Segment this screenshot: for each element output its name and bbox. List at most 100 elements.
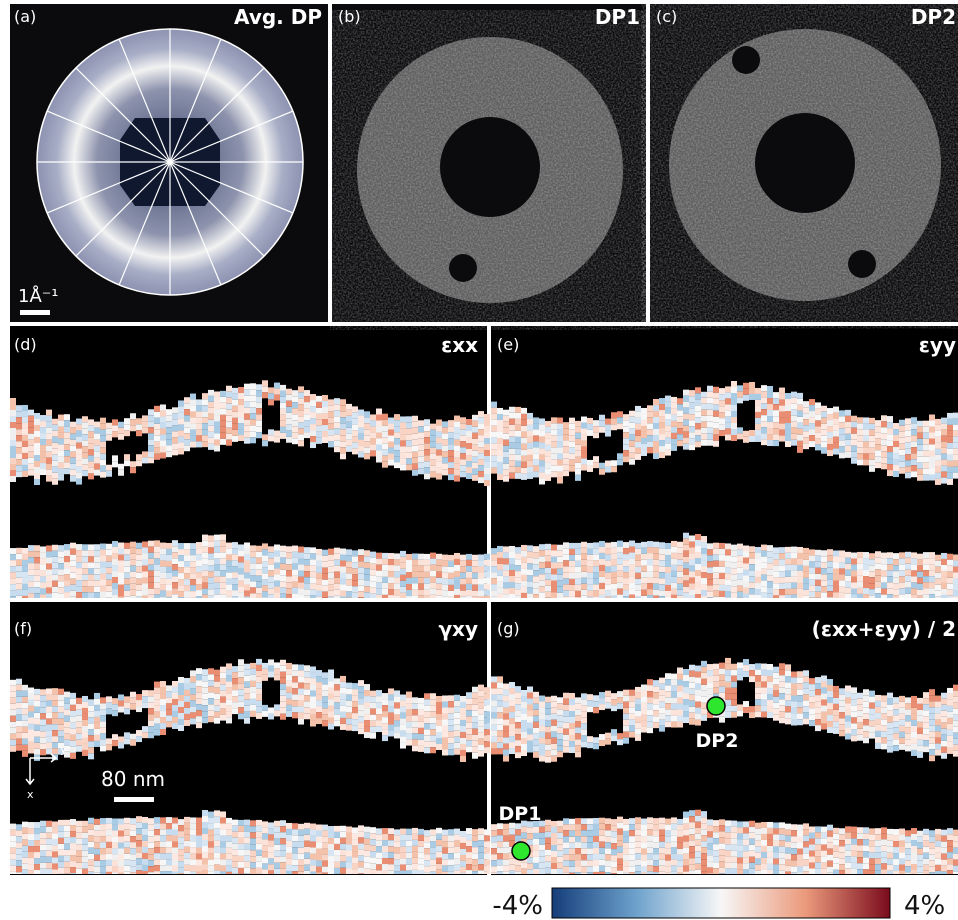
strain-cell xyxy=(581,434,587,441)
strain-cell xyxy=(364,862,370,869)
strain-cell xyxy=(238,855,244,862)
strain-cell xyxy=(238,683,244,690)
strain-cell xyxy=(178,843,184,850)
strain-cell xyxy=(34,557,40,564)
strain-cell xyxy=(310,565,316,572)
strain-cell xyxy=(22,458,28,465)
strain-cell xyxy=(340,429,346,436)
strain-cell xyxy=(545,462,551,469)
strain-cell xyxy=(635,411,641,418)
strain-cell xyxy=(100,555,106,562)
strain-cell xyxy=(322,419,328,426)
strain-cell xyxy=(202,588,208,595)
strain-cell xyxy=(545,720,551,727)
strain-cell xyxy=(280,575,286,582)
strain-cell xyxy=(34,551,40,558)
strain-cell xyxy=(346,712,352,719)
strain-cell xyxy=(52,550,58,557)
strain-cell xyxy=(833,592,839,598)
strain-cell xyxy=(280,707,286,714)
strain-cell xyxy=(533,862,539,869)
strain-cell xyxy=(466,846,472,853)
strain-cell xyxy=(400,440,406,447)
strain-cell xyxy=(881,564,887,571)
strain-cell xyxy=(40,689,46,696)
strain-cell xyxy=(581,565,587,572)
strain-cell xyxy=(292,865,298,872)
strain-cell xyxy=(298,576,304,583)
strain-cell xyxy=(208,823,214,830)
strain-cell xyxy=(929,456,935,463)
strain-cell xyxy=(406,864,412,871)
strain-cell xyxy=(334,422,340,429)
strain-cell xyxy=(557,832,563,839)
strain-cell xyxy=(460,459,466,466)
strain-cell xyxy=(815,561,821,568)
strain-cell xyxy=(851,433,857,440)
strain-cell xyxy=(629,564,635,571)
strain-cell xyxy=(575,830,581,837)
strain-cell xyxy=(70,734,76,741)
strain-cell xyxy=(424,419,430,426)
strain-cell xyxy=(100,435,106,442)
strain-cell xyxy=(497,835,503,842)
strain-cell xyxy=(412,827,418,834)
strain-cell xyxy=(70,451,76,458)
strain-cell xyxy=(310,571,316,578)
strain-cell xyxy=(76,709,82,716)
strain-cell xyxy=(731,387,737,394)
strain-cell xyxy=(737,591,743,598)
strain-cell xyxy=(478,738,484,745)
strain-cell xyxy=(286,704,292,711)
strain-cell xyxy=(478,696,484,703)
strain-cell xyxy=(779,583,785,590)
strain-cell xyxy=(286,552,292,559)
strain-cell xyxy=(587,548,593,555)
strain-cell xyxy=(280,390,286,397)
strain-cell xyxy=(388,834,394,841)
strain-cell xyxy=(677,410,683,417)
strain-cell xyxy=(539,725,545,732)
strain-cell xyxy=(88,823,94,830)
strain-cell xyxy=(466,704,472,711)
strain-cell xyxy=(352,442,358,449)
strain-cell xyxy=(857,435,863,442)
strain-cell xyxy=(304,828,310,835)
strain-cell xyxy=(629,440,635,447)
strain-cell xyxy=(887,440,893,447)
strain-cell xyxy=(406,703,412,710)
strain-cell xyxy=(454,564,460,571)
strain-cell xyxy=(274,662,280,669)
strain-cell xyxy=(220,588,226,595)
strain-cell xyxy=(166,445,172,452)
strain-cell xyxy=(40,850,46,857)
strain-cell xyxy=(298,676,304,683)
strain-cell xyxy=(611,843,617,850)
strain-cell xyxy=(563,728,569,735)
strain-cell xyxy=(160,817,166,824)
strain-cell xyxy=(466,553,472,560)
strain-cell xyxy=(857,417,863,424)
strain-cell xyxy=(557,739,563,746)
strain-cell xyxy=(316,584,322,591)
strain-cell xyxy=(250,844,256,851)
strain-cell xyxy=(478,750,484,757)
strain-cell xyxy=(226,859,232,866)
strain-cell xyxy=(695,558,701,565)
strain-cell xyxy=(563,848,569,855)
strain-cell xyxy=(268,858,274,865)
strain-cell xyxy=(340,855,346,862)
strain-cell xyxy=(647,435,653,442)
strain-cell xyxy=(400,562,406,569)
strain-cell xyxy=(412,571,418,578)
strain-cell xyxy=(298,416,304,423)
strain-cell xyxy=(635,716,641,723)
strain-cell xyxy=(641,577,647,584)
strain-cell xyxy=(268,852,274,859)
strain-cell xyxy=(605,696,611,703)
strain-cell xyxy=(539,436,545,443)
strain-cell xyxy=(292,545,298,552)
strain-cell xyxy=(52,833,58,840)
strain-cell xyxy=(184,543,190,550)
strain-cell xyxy=(394,714,400,721)
